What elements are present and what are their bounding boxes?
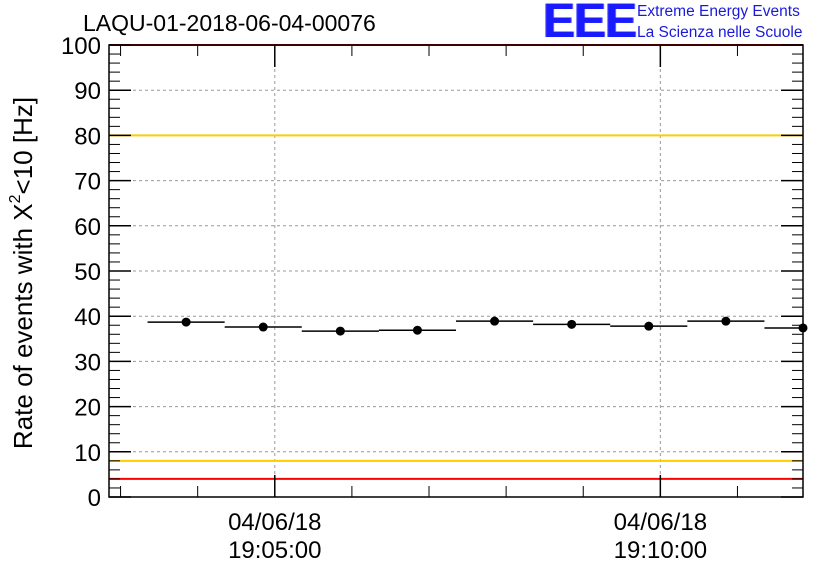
y-tick-label: 30 <box>74 349 101 376</box>
data-point <box>644 321 654 331</box>
y-tick-label: 60 <box>74 214 101 241</box>
x-tick-label-time: 19:05:00 <box>228 537 321 564</box>
y-axis-label-suffix: <10 [Hz] <box>8 97 38 195</box>
tick-labels-layer: 010203040506070809010004/06/1819:05:0004… <box>61 33 707 564</box>
chart-title: LAQU-01-2018-06-04-00076 <box>83 10 376 36</box>
x-tick-label-date: 04/06/18 <box>228 509 321 536</box>
y-tick-label: 0 <box>88 485 101 512</box>
ticks-layer <box>109 44 803 498</box>
data-layer <box>147 316 808 336</box>
data-point <box>412 325 422 335</box>
data-point <box>567 319 577 329</box>
eee-logo: EEE Extreme Energy Events La Scienza nel… <box>543 0 833 48</box>
grid-layer <box>109 45 803 497</box>
logo-line-1: Extreme Energy Events <box>637 3 800 20</box>
y-tick-label: 70 <box>74 169 101 196</box>
data-point <box>335 326 345 336</box>
data-point <box>721 316 731 326</box>
y-tick-label: 100 <box>61 33 101 60</box>
data-point <box>258 322 268 332</box>
x-tick-label-date: 04/06/18 <box>614 509 707 536</box>
y-tick-label: 40 <box>74 304 101 331</box>
logo-mark: EEE <box>543 0 637 48</box>
data-point <box>490 316 500 326</box>
y-axis-label: Rate of events with X2<10 [Hz] <box>7 97 38 449</box>
y-tick-label: 50 <box>74 259 101 286</box>
y-tick-label: 10 <box>74 440 101 467</box>
y-tick-label: 20 <box>74 395 101 422</box>
data-point <box>181 317 191 327</box>
x-tick-label-time: 19:10:00 <box>614 537 707 564</box>
y-tick-label: 90 <box>74 78 101 105</box>
y-axis-label-sup: 2 <box>7 194 24 203</box>
y-tick-label: 80 <box>74 123 101 150</box>
reference-lines-layer <box>109 44 803 480</box>
logo-line-2: La Scienza nelle Scuole <box>637 24 803 41</box>
y-axis-label-prefix: Rate of events with X <box>8 203 38 449</box>
